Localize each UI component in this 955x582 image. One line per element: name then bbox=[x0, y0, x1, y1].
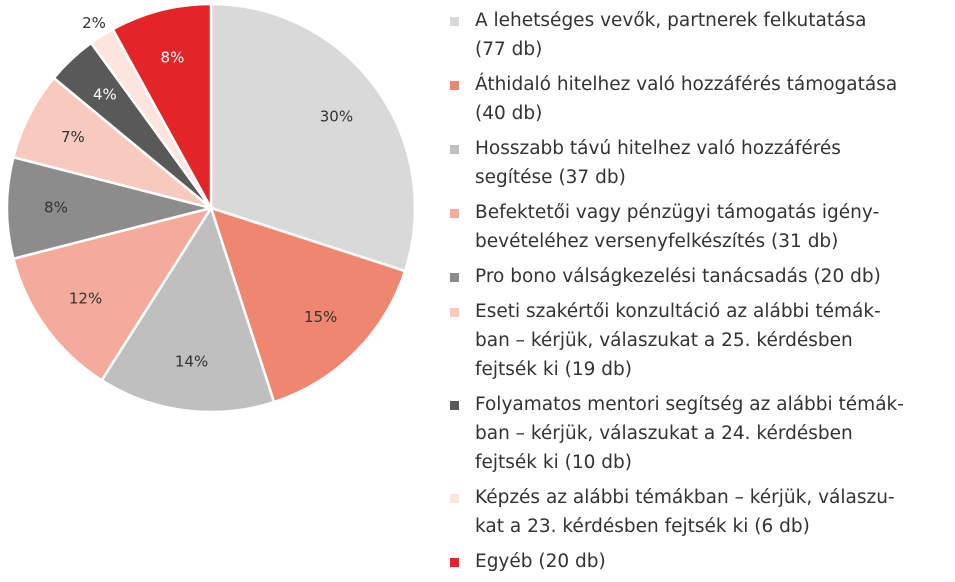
legend-swatch bbox=[450, 17, 459, 26]
legend: A lehetséges vevők, partnerek felkutatás… bbox=[450, 6, 950, 582]
legend-item: Befektetői vagy pénzügyi támogatás igény… bbox=[450, 198, 950, 256]
slice-label: 14% bbox=[175, 352, 208, 370]
slice-label: 15% bbox=[304, 308, 337, 326]
legend-swatch bbox=[450, 145, 459, 154]
legend-label: Eseti szakértői konzultáció az alábbi té… bbox=[475, 301, 881, 380]
legend-swatch bbox=[450, 558, 459, 567]
legend-label: Hosszabb távú hitelhez való hozzáférés s… bbox=[475, 138, 841, 188]
chart: 30% 15% 14% 12% 8% 7% 4% 2% 8% bbox=[5, 2, 417, 414]
slice-label: 30% bbox=[320, 107, 353, 125]
legend-label: Egyéb (20 db) bbox=[475, 551, 606, 572]
legend-item: Egyéb (20 db) bbox=[450, 547, 950, 576]
legend-label: Áthidaló hitelhez való hozzáférés támoga… bbox=[475, 74, 898, 124]
legend-label: A lehetséges vevők, partnerek felkutatás… bbox=[475, 10, 867, 60]
legend-swatch bbox=[450, 494, 459, 503]
pie-slice bbox=[11, 206, 214, 382]
legend-swatch bbox=[450, 209, 459, 218]
pie-slice bbox=[111, 2, 213, 209]
legend-item: A lehetséges vevők, partnerek felkutatás… bbox=[450, 6, 950, 64]
pie-slice bbox=[209, 2, 417, 273]
slice-label: 2% bbox=[82, 14, 106, 32]
legend-label: Pro bono válságkezelési tanácsadás (20 d… bbox=[475, 266, 881, 287]
slice-label: 8% bbox=[161, 48, 185, 66]
legend-swatch bbox=[450, 401, 459, 410]
slice-label: 4% bbox=[93, 85, 117, 103]
legend-swatch bbox=[450, 273, 459, 282]
legend-label: Folyamatos mentori segítség az alábbi té… bbox=[475, 394, 904, 473]
legend-item: Pro bono válságkezelési tanácsadás (20 d… bbox=[450, 262, 950, 291]
pie-slice bbox=[5, 155, 212, 261]
legend-item: Képzés az alábbi témákban – kérjük, vála… bbox=[450, 483, 950, 541]
legend-item: Folyamatos mentori segítség az alábbi té… bbox=[450, 390, 950, 477]
legend-item: Áthidaló hitelhez való hozzáférés támoga… bbox=[450, 70, 950, 128]
pie-slice bbox=[99, 205, 276, 414]
legend-swatch bbox=[450, 81, 459, 90]
legend-item: Hosszabb távú hitelhez való hozzáférés s… bbox=[450, 134, 950, 192]
legend-item: Eseti szakértői konzultáció az alábbi té… bbox=[450, 297, 950, 384]
legend-label: Befektetői vagy pénzügyi támogatás igény… bbox=[475, 202, 880, 252]
slice-label: 7% bbox=[61, 128, 85, 146]
legend-swatch bbox=[450, 308, 459, 317]
slice-label: 12% bbox=[69, 290, 102, 308]
legend-label: Képzés az alábbi témákban – kérjük, vála… bbox=[475, 487, 895, 537]
slice-label: 8% bbox=[44, 199, 68, 217]
